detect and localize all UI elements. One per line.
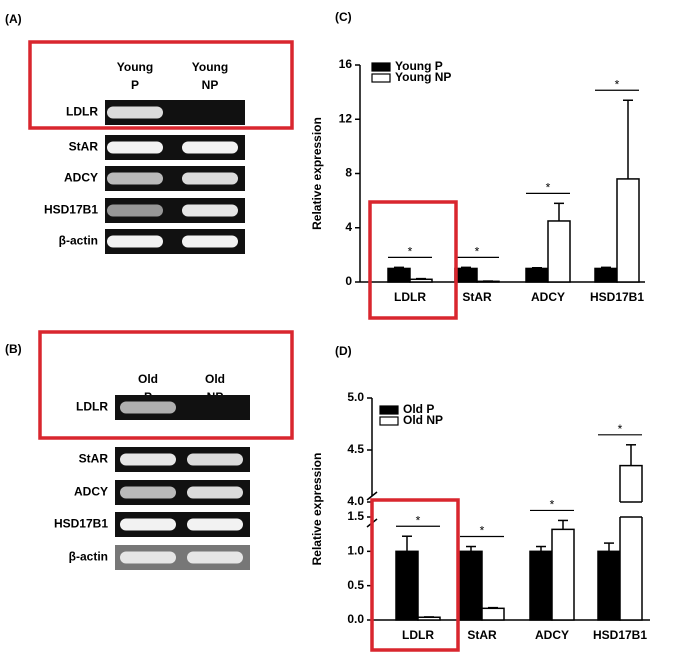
gene-label: ADCY	[64, 171, 98, 185]
gel-band	[120, 486, 176, 499]
y-tick-label: 4	[345, 220, 352, 234]
gene-label: β-actin	[59, 234, 98, 248]
gel-band	[187, 551, 243, 564]
x-tick-label: StAR	[462, 290, 492, 304]
bar	[551, 528, 575, 621]
y-tick-label: 0.5	[347, 578, 364, 592]
x-tick-label: ADCY	[535, 628, 569, 642]
bar	[594, 267, 618, 283]
lane-header: Old	[138, 372, 158, 386]
gene-label: StAR	[69, 140, 99, 154]
gel-band	[120, 551, 176, 564]
panel-label: (A)	[5, 12, 22, 26]
legend-swatch	[371, 62, 391, 72]
gel-band	[182, 235, 238, 248]
significance-mark: *	[618, 422, 623, 436]
bar	[387, 267, 411, 283]
bar	[525, 267, 549, 283]
lane-header: Old	[205, 372, 225, 386]
y-tick-label: 0	[345, 274, 352, 288]
bar	[476, 280, 500, 283]
gel-band	[107, 141, 163, 154]
highlight-box	[28, 40, 294, 130]
lane-header: Young	[117, 60, 153, 74]
gel-band	[182, 172, 238, 185]
y-tick-label: 1.5	[347, 509, 364, 523]
legend-label: Young P	[395, 59, 443, 73]
significance-mark: *	[475, 245, 480, 259]
y-axis-label: Relative expression	[310, 117, 324, 230]
bar	[597, 550, 621, 621]
legend-label: Old NP	[403, 413, 443, 427]
gel-band	[187, 453, 243, 466]
gel-band	[187, 486, 243, 499]
x-tick-label: LDLR	[402, 628, 434, 642]
significance-mark: *	[408, 245, 413, 259]
y-tick-label: 5.0	[347, 390, 364, 404]
bar	[529, 550, 553, 621]
break-gap	[619, 502, 643, 517]
bar	[459, 550, 483, 621]
panel-label: (C)	[335, 10, 352, 24]
y-tick-label: 4.0	[347, 494, 364, 508]
y-axis-label: Relative expression	[310, 453, 324, 566]
significance-mark: *	[615, 77, 620, 91]
axis-break	[366, 491, 378, 501]
bar	[481, 607, 505, 621]
bar	[547, 220, 571, 283]
gel-band	[182, 141, 238, 154]
gel-band	[107, 172, 163, 185]
gene-label: LDLR	[76, 400, 108, 414]
gel-band	[120, 453, 176, 466]
y-tick-label: 16	[339, 57, 353, 71]
bar	[417, 616, 441, 621]
gene-label: ADCY	[74, 485, 108, 499]
significance-mark: *	[480, 524, 485, 538]
y-tick-label: 4.5	[347, 442, 364, 456]
bar	[409, 278, 433, 283]
highlight-box	[368, 200, 458, 320]
y-tick-label: 1.0	[347, 544, 364, 558]
gel-band	[120, 518, 176, 531]
highlight-box	[38, 330, 294, 440]
lane-header: P	[131, 78, 139, 92]
gene-label: HSD17B1	[54, 517, 108, 531]
gel-band	[107, 204, 163, 217]
legend-label: Young NP	[395, 70, 451, 84]
panel-label: (B)	[5, 342, 22, 356]
x-tick-label: StAR	[467, 628, 497, 642]
significance-mark: *	[546, 181, 551, 195]
x-tick-label: HSD17B1	[593, 628, 647, 642]
bar	[395, 550, 419, 621]
x-tick-label: ADCY	[531, 290, 565, 304]
x-tick-label: HSD17B1	[590, 290, 644, 304]
x-tick-label: LDLR	[394, 290, 426, 304]
bar	[619, 464, 643, 621]
gel-band	[182, 204, 238, 217]
legend-swatch	[379, 416, 399, 426]
lane-header: NP	[202, 78, 219, 92]
bar	[454, 267, 478, 283]
panel-label: (D)	[335, 344, 352, 358]
gene-label: HSD17B1	[44, 203, 98, 217]
gel-band	[187, 518, 243, 531]
significance-mark: *	[416, 513, 421, 527]
gene-label: β-actin	[69, 550, 108, 564]
highlight-box	[370, 498, 460, 652]
legend-swatch	[371, 73, 391, 83]
legend-swatch	[379, 405, 399, 415]
significance-mark: *	[550, 498, 555, 512]
y-tick-label: 12	[339, 111, 353, 125]
legend-label: Old P	[403, 402, 434, 416]
gene-label: LDLR	[66, 105, 98, 119]
y-tick-label: 8	[345, 166, 352, 180]
gel-band	[107, 106, 163, 119]
bar	[616, 178, 640, 283]
gel-band	[107, 235, 163, 248]
lane-header: Young	[192, 60, 228, 74]
gene-label: StAR	[79, 452, 109, 466]
gel-band	[120, 401, 176, 414]
y-tick-label: 0.0	[347, 612, 364, 626]
